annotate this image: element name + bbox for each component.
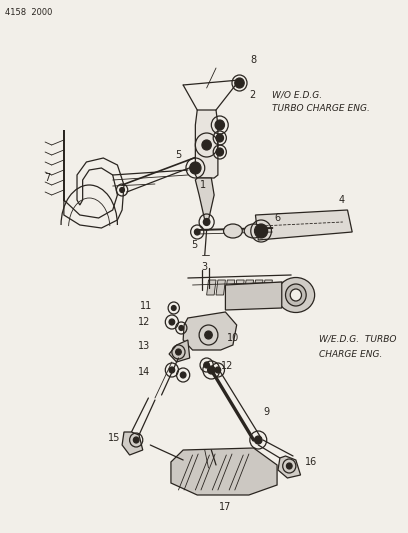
Polygon shape [263, 280, 273, 295]
Text: 9: 9 [263, 407, 269, 417]
Circle shape [190, 162, 201, 174]
Polygon shape [235, 280, 244, 295]
Circle shape [120, 188, 124, 192]
Circle shape [180, 372, 186, 378]
Ellipse shape [224, 224, 242, 238]
Text: 8: 8 [251, 55, 257, 65]
Circle shape [235, 78, 244, 88]
Circle shape [215, 120, 224, 130]
Circle shape [216, 148, 224, 156]
Polygon shape [278, 456, 301, 478]
Text: 7: 7 [44, 173, 50, 183]
Circle shape [208, 366, 215, 374]
Circle shape [169, 367, 175, 373]
Polygon shape [195, 178, 214, 220]
Text: 4158  2000: 4158 2000 [5, 8, 52, 17]
Circle shape [133, 437, 139, 443]
Polygon shape [255, 210, 352, 240]
Text: 14: 14 [138, 367, 150, 377]
Circle shape [175, 349, 181, 355]
Circle shape [202, 140, 211, 150]
Text: 12: 12 [138, 317, 150, 327]
Polygon shape [195, 110, 218, 178]
Text: 12: 12 [221, 361, 233, 371]
Text: 1: 1 [200, 180, 206, 190]
Circle shape [215, 367, 221, 373]
Polygon shape [254, 280, 263, 295]
Text: 5: 5 [175, 150, 181, 160]
Circle shape [195, 229, 200, 235]
Text: 4: 4 [338, 195, 344, 205]
Text: CHARGE ENG.: CHARGE ENG. [319, 350, 383, 359]
Polygon shape [169, 340, 190, 362]
Text: 17: 17 [219, 502, 232, 512]
Text: 3: 3 [202, 262, 208, 272]
Circle shape [171, 305, 176, 311]
Circle shape [286, 463, 292, 469]
Polygon shape [244, 280, 254, 295]
Text: 2: 2 [249, 90, 255, 100]
Circle shape [204, 362, 209, 368]
Circle shape [255, 436, 262, 444]
Text: 15: 15 [108, 433, 120, 443]
Ellipse shape [286, 284, 306, 306]
Text: 5: 5 [191, 240, 197, 250]
Polygon shape [225, 280, 235, 295]
Ellipse shape [277, 278, 315, 312]
Polygon shape [216, 280, 225, 295]
Polygon shape [122, 432, 143, 455]
Circle shape [205, 331, 212, 339]
Text: 13: 13 [138, 341, 150, 351]
Text: 10: 10 [227, 333, 239, 343]
Circle shape [203, 219, 210, 225]
Text: 11: 11 [140, 301, 152, 311]
Text: 16: 16 [305, 457, 317, 467]
Text: W/O E.D.G.: W/O E.D.G. [273, 90, 322, 99]
Circle shape [179, 326, 184, 330]
Polygon shape [225, 282, 282, 310]
Polygon shape [183, 312, 237, 350]
Ellipse shape [290, 289, 302, 301]
Text: W/E.D.G.  TURBO: W/E.D.G. TURBO [319, 335, 397, 344]
Text: TURBO CHARGE ENG.: TURBO CHARGE ENG. [273, 104, 370, 113]
Polygon shape [206, 280, 216, 295]
Polygon shape [171, 448, 277, 495]
Text: 6: 6 [274, 213, 280, 223]
Circle shape [216, 134, 224, 142]
Ellipse shape [244, 224, 263, 238]
Circle shape [169, 319, 175, 325]
Circle shape [255, 224, 268, 238]
